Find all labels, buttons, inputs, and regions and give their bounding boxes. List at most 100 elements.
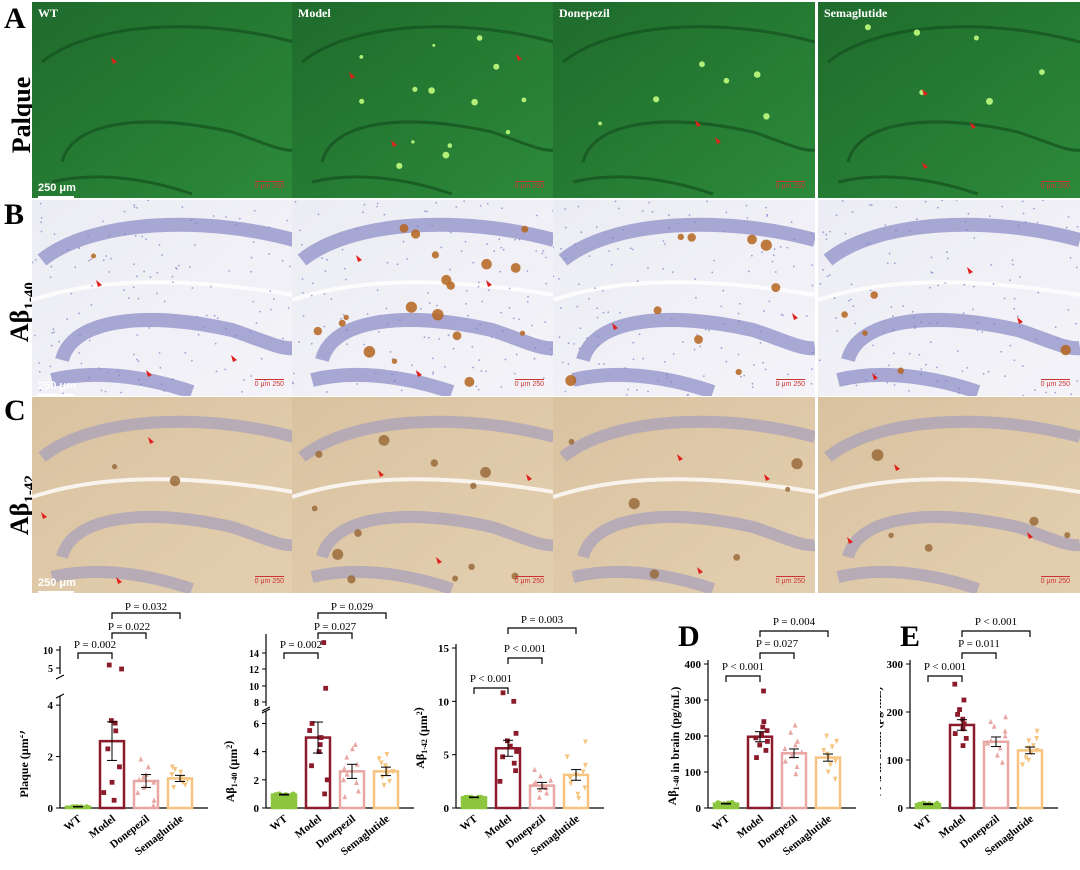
embedded-scale-bar: 0 μm 250 <box>1040 576 1071 585</box>
y-axis-label: Aβ1-40 (μm2) <box>221 741 240 802</box>
data-point <box>952 681 958 687</box>
data-point <box>324 777 330 783</box>
data-point <box>821 748 827 754</box>
micrograph-A-donepezil: Donepezil 0 μm 250 <box>553 2 815 198</box>
significance-bracket <box>961 652 997 659</box>
y-axis-label: Aβ1-42 (μm2) <box>411 707 430 768</box>
data-point <box>952 731 958 736</box>
data-point <box>764 728 770 733</box>
data-point <box>754 755 759 760</box>
data-point <box>960 726 966 732</box>
data-point <box>309 721 315 726</box>
micrograph-C-semaglutide: 0 μm 250 <box>818 397 1080 593</box>
y-tick-label: 5 <box>444 750 450 762</box>
y-axis-label: Aβ1-40 in brain (pg/mL) <box>665 687 682 806</box>
data-point <box>344 771 350 777</box>
scale-bar-label: 250 μm <box>38 182 76 198</box>
significance-bracket <box>507 657 543 664</box>
data-point <box>765 739 770 744</box>
significance-bracket <box>77 652 113 659</box>
data-point <box>827 762 833 768</box>
embedded-scale-bar: 0 μm 250 <box>775 379 806 388</box>
data-point <box>84 804 90 810</box>
bar-semaglutide <box>166 777 194 810</box>
data-point <box>575 791 581 798</box>
data-point <box>323 685 329 691</box>
y-tick-label: 0 <box>696 803 702 815</box>
y-axis-label: Aβ1-42 in brain (pg/mL) <box>880 687 884 806</box>
bar-model <box>948 723 976 810</box>
y-tick-label: 2 <box>254 775 260 787</box>
y-tick-label: 5 <box>48 664 53 675</box>
data-point <box>1020 762 1025 768</box>
data-point <box>342 793 348 800</box>
data-point <box>961 697 967 703</box>
data-point <box>582 762 588 769</box>
y-tick-label: 0 <box>48 803 54 815</box>
data-point <box>289 792 295 798</box>
data-point <box>792 722 798 728</box>
data-point <box>390 768 396 775</box>
data-point <box>753 735 759 741</box>
micrograph-label: Model <box>298 6 331 20</box>
data-point <box>548 777 554 783</box>
p-value-label: P = 0.002 <box>74 639 116 651</box>
embedded-scale-bar: 0 μm 250 <box>775 576 806 585</box>
data-point <box>317 742 323 747</box>
data-point <box>536 794 542 800</box>
data-point <box>834 739 839 745</box>
data-point <box>825 769 831 775</box>
data-point <box>352 741 358 747</box>
data-point <box>960 743 966 748</box>
data-point <box>376 756 382 762</box>
bar-model <box>494 747 522 810</box>
data-point <box>513 730 519 736</box>
significance-bracket <box>473 687 509 694</box>
category-label: WT <box>458 813 480 834</box>
data-point <box>1026 738 1032 744</box>
p-value-label: P = 0.032 <box>125 601 167 613</box>
data-point <box>1034 728 1040 735</box>
data-point <box>350 745 355 752</box>
data-point <box>355 788 361 794</box>
category-label: WT <box>710 813 732 834</box>
micrograph-B-wt: 250 μm 0 μm 250 <box>32 200 294 396</box>
p-value-label: P = 0.027 <box>314 621 357 633</box>
significance-bracket <box>317 612 387 619</box>
p-value-label: P = 0.029 <box>331 601 374 613</box>
micrograph-A-wt: WT 250 μm 0 μm 250 <box>32 2 294 198</box>
embedded-scale-bar: 0 μm 250 <box>514 181 545 190</box>
data-point <box>533 779 539 785</box>
data-point <box>341 776 346 783</box>
data-point <box>715 800 721 805</box>
data-point <box>793 770 799 777</box>
data-point <box>106 662 112 668</box>
data-point <box>537 786 543 793</box>
scale-bar-label: 250 μm <box>38 577 76 593</box>
data-point <box>316 749 322 755</box>
data-point <box>783 758 788 764</box>
embedded-scale-bar: 0 μm 250 <box>254 379 285 388</box>
y-tick-label: 200 <box>685 731 702 743</box>
significance-bracket <box>725 675 761 682</box>
data-point <box>759 731 764 737</box>
row-label-abeta142-text: Aβ <box>4 502 34 536</box>
y-tick-label: 8 <box>254 698 259 709</box>
micrograph-B-donepezil: 0 μm 250 <box>553 200 815 396</box>
y-tick-label: 0 <box>254 803 260 815</box>
data-point <box>757 742 763 748</box>
data-point <box>582 739 588 745</box>
data-point <box>538 773 543 779</box>
panel-letter-A: A <box>4 2 26 35</box>
data-point <box>934 800 940 806</box>
panel-letter-D: D <box>678 620 700 653</box>
data-point <box>178 769 184 775</box>
embedded-scale-bar: 0 μm 250 <box>775 181 806 190</box>
data-point <box>384 752 390 758</box>
y-axis-label: Plaque (μm2) <box>20 730 31 797</box>
data-point <box>113 728 119 734</box>
data-point <box>381 783 387 789</box>
micrograph-B-model: 0 μm 250 <box>292 200 554 396</box>
bar-semaglutide <box>372 770 400 810</box>
